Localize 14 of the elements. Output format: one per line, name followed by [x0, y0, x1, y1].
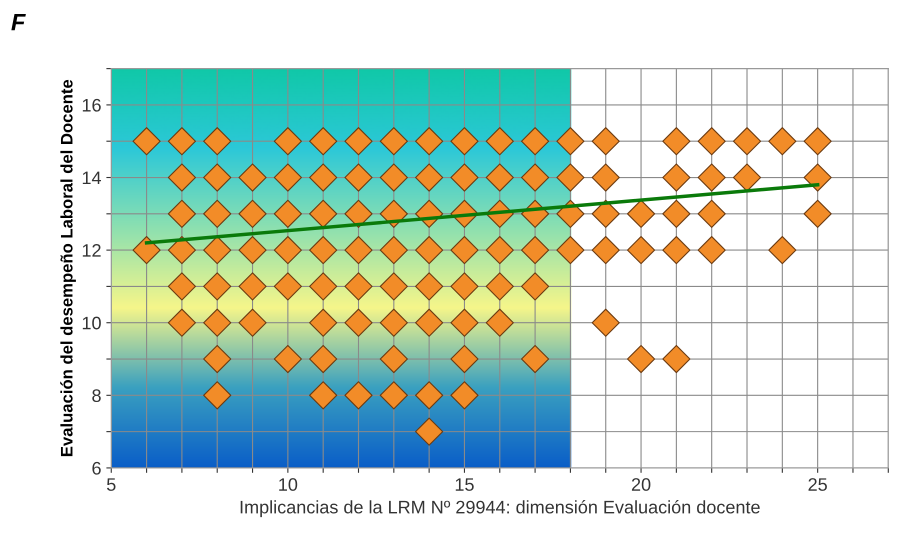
x-tick-label: 25: [808, 478, 827, 491]
y-tick-label: 10: [82, 316, 101, 330]
y-tick-label: 12: [82, 244, 101, 257]
x-tick-label: 5: [106, 478, 116, 491]
y-tick-label: 16: [82, 98, 101, 112]
x-tick-label: 10: [279, 478, 298, 491]
y-tick-label: 14: [82, 172, 102, 184]
y-tick-label: 8: [92, 389, 101, 402]
y-axis-title: Evaluación del desempeño Laboral del Docente: [60, 80, 76, 456]
y-tick-label: 6: [92, 462, 101, 475]
text: F: [11, 14, 26, 30]
x-tick-label: 15: [456, 478, 474, 491]
x-axis-title: Implicancias de la LRM Nº 29944: dimensión Evaluación docente: [240, 500, 760, 518]
x-tick-label: 20: [632, 478, 650, 491]
